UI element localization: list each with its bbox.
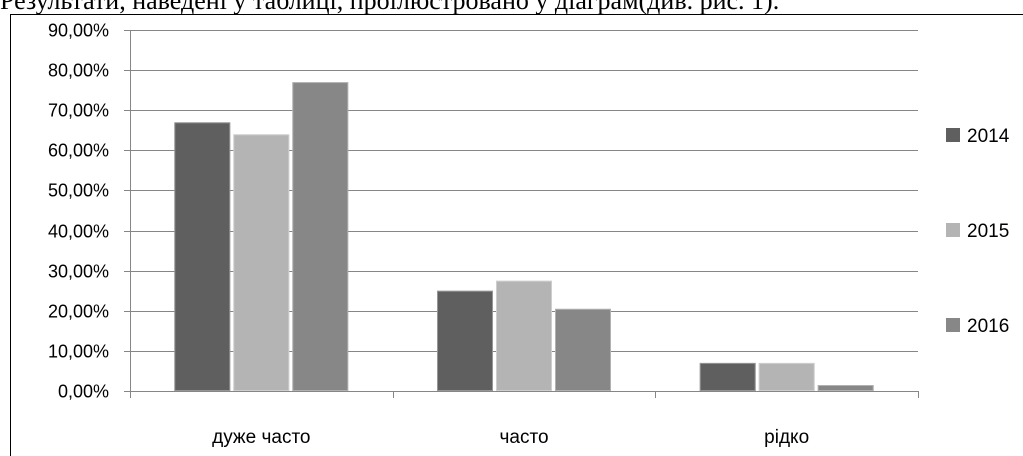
- y-axis-tick-labels: 0,00% 10,00% 20,00% 30,00% 40,00% 50,00% 60,00…: [48, 21, 130, 402]
- chart-frame: [10, 14, 1023, 456]
- caption-text: Результати, наведені у таблиці, проілюст…: [0, 0, 780, 15]
- bar-highlight: [817, 385, 874, 391]
- legend-swatch-2015: [946, 223, 960, 237]
- bar-highlight: [174, 122, 231, 392]
- bar-highlight: [292, 82, 349, 391]
- bar-2014-2: [699, 362, 756, 391]
- legend-swatch-2016: [946, 318, 960, 332]
- legend-label: 2014: [967, 126, 1010, 147]
- axes: [130, 30, 919, 398]
- bar-2015-2: [758, 362, 815, 391]
- bar-highlight: [233, 134, 290, 391]
- y-tick-label: 70,00%: [48, 101, 109, 121]
- bars: [174, 82, 874, 392]
- x-category-label: часто: [499, 427, 548, 448]
- bar-2014-1: [437, 290, 493, 391]
- bar-2014-0: [174, 122, 231, 392]
- y-tick-label: 10,00%: [48, 342, 109, 362]
- y-tick-label: 60,00%: [48, 141, 109, 161]
- x-axis-category-labels: дуже часто часто рідко: [212, 427, 809, 448]
- bar-2016-0: [292, 82, 349, 391]
- y-tick-label: 90,00%: [48, 21, 109, 41]
- y-tick-label: 50,00%: [48, 181, 109, 201]
- bar-highlight: [496, 280, 552, 392]
- legend-swatch-2014: [946, 128, 960, 142]
- bar-highlight: [699, 362, 756, 391]
- bar-2016-2: [817, 385, 874, 391]
- y-tick-label: 30,00%: [48, 262, 109, 282]
- bar-2016-1: [555, 308, 611, 391]
- y-tick-label: 80,00%: [48, 61, 109, 81]
- legend-label: 2016: [967, 316, 1009, 337]
- y-tick-label: 40,00%: [48, 222, 109, 242]
- legend-label: 2015: [967, 221, 1009, 242]
- x-category-label: рідко: [764, 427, 809, 448]
- legend: 2014 2015 2016: [946, 126, 1010, 337]
- x-category-label: дуже часто: [212, 427, 310, 448]
- y-tick-label: 0,00%: [58, 382, 109, 402]
- y-tick-label: 20,00%: [48, 302, 109, 322]
- bar-highlight: [758, 362, 815, 391]
- bar-highlight: [555, 308, 611, 391]
- bar-2015-1: [496, 280, 552, 391]
- bar-highlight: [437, 290, 493, 392]
- bar-2015-0: [233, 134, 290, 392]
